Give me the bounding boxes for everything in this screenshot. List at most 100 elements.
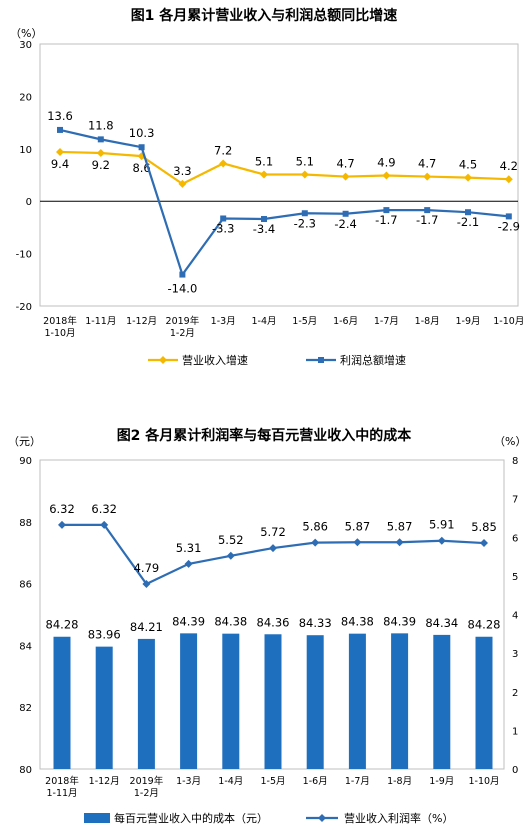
chart1-xtick-label-line: 1-7月 bbox=[374, 316, 399, 327]
chart2-line-point bbox=[269, 544, 277, 553]
chart1-point-profit bbox=[97, 136, 104, 143]
chart1-xtick-label-line: 2018年 bbox=[43, 315, 77, 327]
chart1-xtick-label-line: 1-9月 bbox=[455, 316, 480, 327]
chart2-legend-bar-swatch bbox=[84, 813, 110, 823]
chart2-bar-label: 84.28 bbox=[46, 618, 79, 632]
chart1-plot-frame bbox=[39, 43, 519, 307]
chart2-line-label: 5.85 bbox=[471, 520, 497, 534]
chart1-xtick-label-line: 2019年 bbox=[166, 315, 200, 327]
chart1-xtick-label: 1-9月 bbox=[455, 316, 480, 327]
chart1-data-label: -1.7 bbox=[416, 213, 438, 227]
chart1-ytick-label: -10 bbox=[16, 250, 32, 261]
chart2-bar bbox=[264, 634, 282, 769]
chart1-data-label: 5.1 bbox=[255, 154, 273, 168]
chart1-point-profit bbox=[301, 210, 308, 217]
chart1-xtick-label-line: 1-2月 bbox=[170, 328, 195, 339]
chart1-data-label: 4.2 bbox=[500, 159, 518, 173]
chart2-bar-label: 84.36 bbox=[257, 615, 290, 629]
chart1-data-label: -3.4 bbox=[253, 222, 275, 236]
chart2-bar bbox=[95, 646, 113, 769]
chart2-right-ytick-label: 1 bbox=[512, 726, 518, 737]
chart2-legend-line-label: 营业收入利润率（%） bbox=[344, 811, 453, 825]
chart1-point-profit bbox=[424, 207, 431, 214]
chart2-xtick-label-line: 1-5月 bbox=[260, 776, 285, 787]
chart1-point-revenue bbox=[423, 172, 432, 181]
chart2-xtick-label-line: 1-3月 bbox=[176, 776, 201, 787]
chart2-line-label: 5.87 bbox=[387, 519, 413, 533]
chart2-line-point bbox=[437, 536, 446, 545]
chart2-bar-label: 83.96 bbox=[88, 628, 121, 642]
chart2-right-ytick-label: 0 bbox=[512, 765, 518, 776]
chart2-line-label: 5.86 bbox=[302, 520, 328, 534]
chart2-right-ytick-label: 7 bbox=[512, 495, 518, 506]
chart2-xtick-label-line: 2018年 bbox=[45, 775, 79, 787]
chart2-line-point bbox=[226, 551, 235, 560]
chart1-xtick-label-line: 1-3月 bbox=[211, 316, 236, 327]
chart1-xtick-label: 1-6月 bbox=[333, 316, 358, 327]
chart1-point-revenue bbox=[300, 170, 309, 179]
chart2-left-ytick-label: 86 bbox=[19, 580, 32, 591]
chart1-point-profit bbox=[261, 216, 267, 223]
chart1-data-label: 4.7 bbox=[418, 157, 436, 171]
chart1-legend-profit-label: 利润总额增速 bbox=[340, 353, 406, 367]
chart1-ytick-label: 0 bbox=[26, 197, 32, 208]
chart1-point-revenue bbox=[382, 171, 391, 180]
chart2-bar-label: 84.33 bbox=[299, 616, 332, 630]
chart2-left-ytick-label: 84 bbox=[19, 641, 32, 652]
chart1-xtick-label-line: 1-5月 bbox=[292, 316, 317, 327]
chart1-ytick-label: 10 bbox=[19, 145, 32, 156]
chart1-xtick-label: 1-5月 bbox=[292, 316, 317, 327]
chart1-data-label: 13.6 bbox=[47, 109, 73, 123]
chart1-xtick-label-line: 1-10月 bbox=[44, 328, 75, 339]
chart2-xtick-label: 1-3月 bbox=[176, 776, 201, 787]
chart2-left-ytick-label: 82 bbox=[19, 703, 32, 714]
chart1-data-label: 9.2 bbox=[92, 158, 110, 172]
chart2-line-label: 5.72 bbox=[260, 525, 286, 539]
chart2-left-ytick-label: 80 bbox=[19, 765, 32, 776]
chart2-xtick-label: 1-12月 bbox=[89, 776, 120, 787]
chart2-right-unit-label: （%） bbox=[494, 435, 526, 448]
chart1-ytick-label: 30 bbox=[19, 40, 32, 51]
chart1-xtick-label: 1-11月 bbox=[85, 316, 116, 327]
chart1-data-label: 5.1 bbox=[296, 154, 314, 168]
chart2-line-label: 6.32 bbox=[49, 502, 75, 516]
chart1-data-label: 4.7 bbox=[336, 157, 354, 171]
chart1-point-profit bbox=[505, 213, 512, 220]
chart2-right-ytick-label: 4 bbox=[512, 611, 518, 622]
chart1-point-revenue bbox=[341, 172, 350, 181]
chart2-bar bbox=[391, 633, 409, 769]
chart2-bar bbox=[348, 633, 366, 769]
chart2-right-ytick-label: 8 bbox=[512, 456, 518, 467]
chart2-line-point bbox=[58, 520, 66, 529]
chart1-legend-revenue-label: 营业收入增速 bbox=[182, 353, 248, 367]
chart2-line-point bbox=[142, 579, 151, 588]
chart1-point-revenue bbox=[96, 148, 105, 157]
chart2-xtick-label: 1-7月 bbox=[345, 776, 370, 787]
chart2-bar bbox=[137, 638, 155, 769]
chart2-xtick-label-line: 1-7月 bbox=[345, 776, 370, 787]
chart1-data-label: 11.8 bbox=[88, 118, 114, 132]
chart2-right-ytick-label: 3 bbox=[512, 649, 518, 660]
chart1-xtick-label-line: 1-11月 bbox=[85, 316, 116, 327]
chart1-title: 图1 各月累计营业收入与利润总额同比增速 bbox=[131, 7, 398, 24]
chart2-xtick-label-line: 1-8月 bbox=[387, 776, 412, 787]
chart1-xtick-label: 1-12月 bbox=[126, 316, 157, 327]
chart1-xtick-label: 2019年 1-2月 bbox=[166, 315, 200, 339]
chart2-line-point bbox=[100, 520, 109, 529]
chart2-xtick-label-line: 1-2月 bbox=[134, 788, 159, 799]
chart1-xtick-label: 1-7月 bbox=[374, 316, 399, 327]
chart2-xtick-label-line: 1-9月 bbox=[429, 776, 454, 787]
chart2-xtick-label: 1-4月 bbox=[218, 776, 243, 787]
chart1-data-label: -14.0 bbox=[168, 282, 198, 296]
chart2-line-point bbox=[395, 538, 404, 547]
chart1-point-profit bbox=[57, 126, 63, 133]
chart2-xtick-label: 2018年 1-11月 bbox=[45, 775, 79, 799]
chart1-data-label: -2.1 bbox=[457, 215, 479, 229]
chart2-bar-label: 84.21 bbox=[130, 620, 163, 634]
chart1-xtick-label: 1-8月 bbox=[415, 316, 440, 327]
chart2-right-ytick-label: 2 bbox=[512, 688, 518, 699]
chart1-xtick-label: 1-10月 bbox=[493, 316, 524, 327]
chart1-xtick-label-line: 1-8月 bbox=[415, 316, 440, 327]
chart2-bar-label: 84.34 bbox=[425, 616, 458, 630]
